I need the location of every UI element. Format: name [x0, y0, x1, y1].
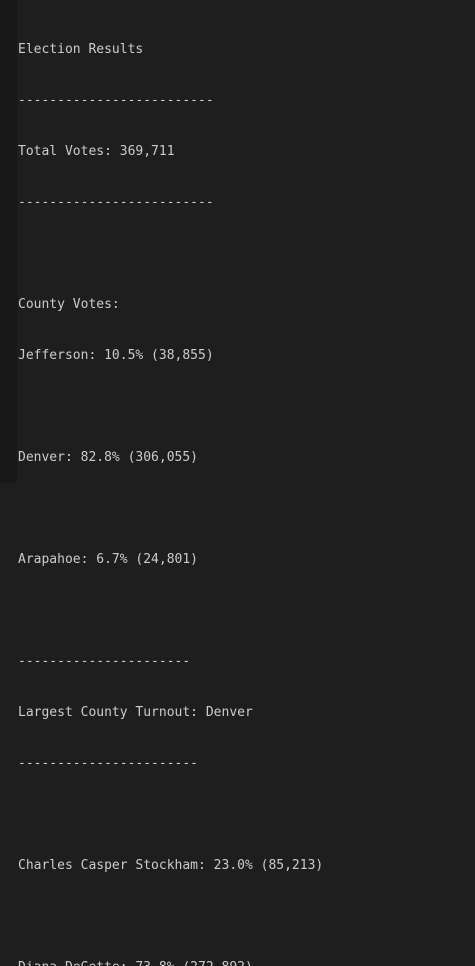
line: Denver: 82.8% (306,055) [18, 450, 199, 465]
line: Largest County Turnout: Denver [18, 705, 253, 720]
line: ----------------------- [18, 756, 199, 771]
line: Total Votes: 369,711 [18, 144, 175, 159]
blank-line [18, 908, 323, 925]
line: ------------------------- [18, 195, 214, 210]
line: ------------------------- [18, 93, 214, 108]
line: ---------------------- [18, 654, 191, 669]
line: Arapahoe: 6.7% (24,801) [18, 552, 199, 567]
blank-line [18, 806, 323, 823]
line: Diana DeGette: 73.8% (272,892) [18, 959, 323, 966]
output-text: Election Results -----------------------… [18, 7, 323, 966]
gutter [0, 0, 17, 483]
line: Charles Casper Stockham: 23.0% (85,213) [18, 858, 324, 873]
blank-line [18, 500, 323, 517]
line: Election Results [18, 42, 144, 57]
output-panel: Election Results -----------------------… [0, 0, 324, 966]
blank-line [18, 245, 323, 262]
blank-line [18, 602, 323, 619]
line: County Votes: [18, 297, 120, 312]
line: Jefferson: 10.5% (38,855) [18, 348, 214, 363]
blank-line [18, 398, 323, 415]
